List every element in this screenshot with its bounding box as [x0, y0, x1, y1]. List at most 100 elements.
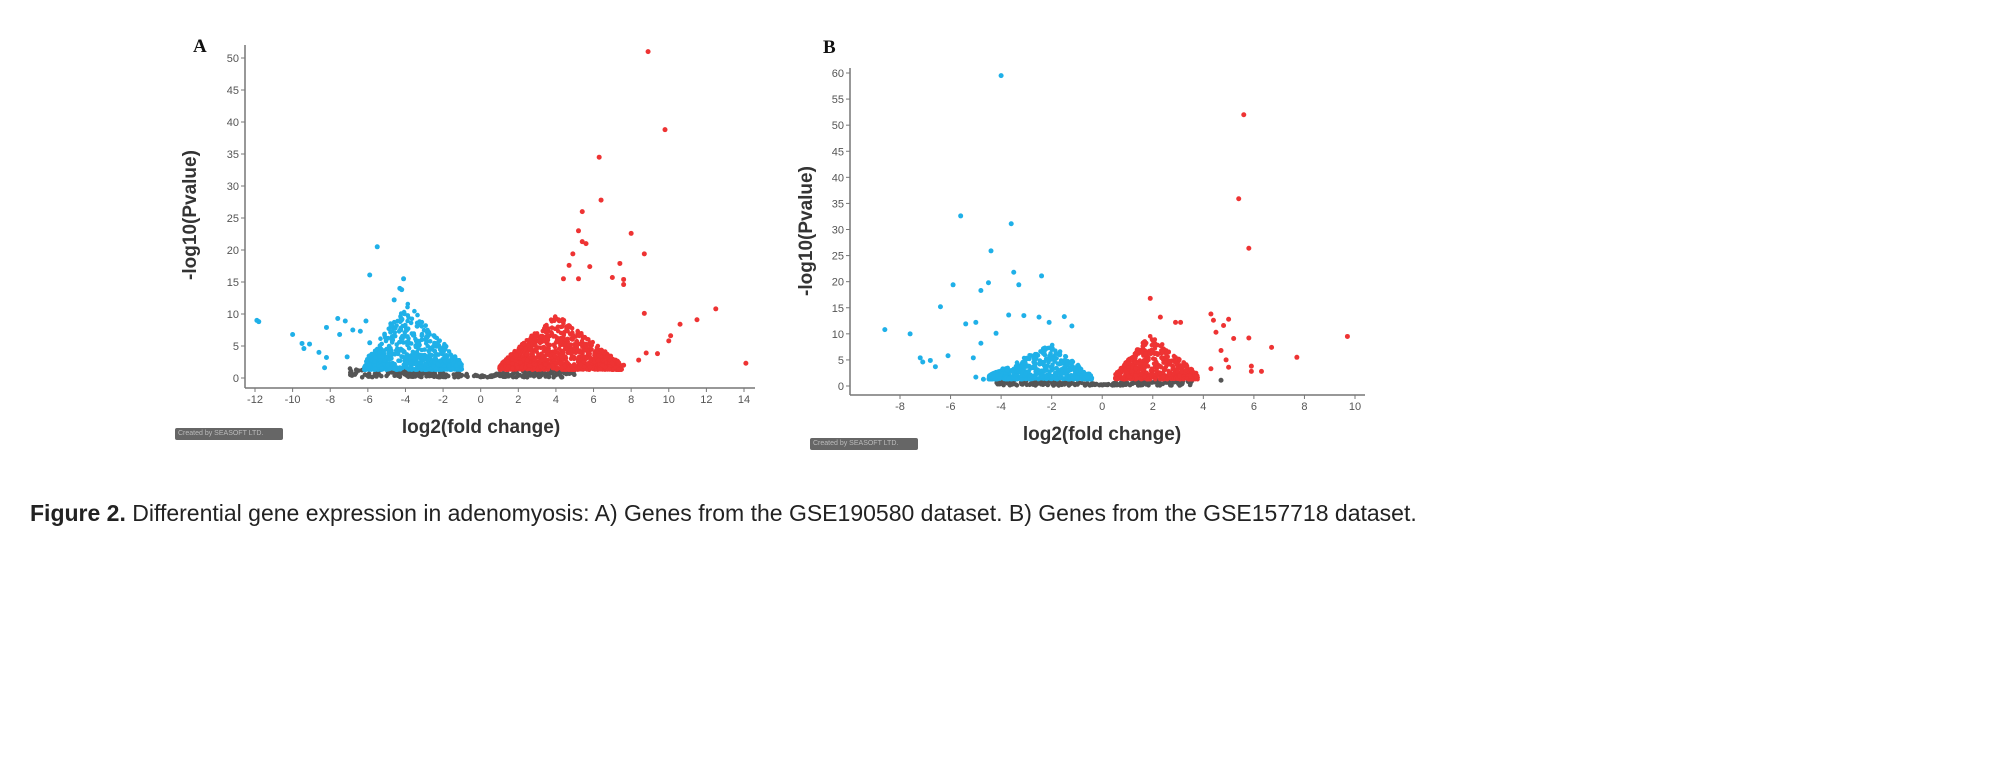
panel-label: A — [193, 36, 207, 57]
data-point — [584, 348, 590, 354]
data-point — [1028, 373, 1034, 379]
data-point — [365, 366, 371, 372]
data-point — [579, 209, 585, 215]
data-point — [1133, 355, 1138, 361]
data-point — [423, 341, 429, 346]
data-point — [567, 350, 573, 356]
data-point — [405, 334, 410, 339]
data-point — [349, 370, 354, 376]
data-point — [1164, 351, 1169, 356]
data-point — [438, 358, 443, 364]
data-point — [560, 276, 566, 282]
data-point — [666, 338, 672, 344]
data-point — [373, 348, 378, 354]
data-point — [980, 376, 986, 382]
data-point — [1081, 369, 1087, 375]
data-point — [1134, 376, 1139, 382]
data-point — [417, 319, 423, 325]
data-point — [1163, 360, 1168, 366]
data-point — [1147, 295, 1153, 301]
data-point — [510, 374, 516, 380]
data-point — [425, 327, 430, 333]
data-point — [370, 374, 375, 380]
data-point — [998, 73, 1004, 79]
data-point — [1045, 345, 1051, 351]
data-point — [347, 366, 353, 371]
data-point — [552, 314, 558, 319]
data-point — [414, 324, 420, 329]
data-point — [372, 355, 378, 360]
data-point — [1248, 368, 1254, 374]
data-point — [389, 361, 394, 367]
data-point — [316, 349, 322, 355]
data-point — [1218, 377, 1224, 383]
data-point — [363, 363, 368, 368]
data-point — [1057, 375, 1063, 381]
data-point — [555, 328, 561, 334]
x-tick-label: -2 — [1047, 401, 1057, 413]
data-point — [405, 318, 410, 324]
data-point — [386, 370, 392, 376]
data-point — [505, 359, 511, 365]
data-point — [1142, 342, 1148, 348]
data-point — [617, 260, 623, 266]
data-point — [1057, 371, 1063, 377]
data-point — [548, 330, 554, 335]
x-tick-label: -12 — [247, 394, 263, 406]
data-point — [1153, 361, 1158, 366]
data-point — [1029, 353, 1034, 358]
data-point — [1152, 357, 1158, 362]
data-point — [1041, 380, 1046, 385]
data-point — [555, 324, 561, 330]
data-point — [386, 348, 392, 353]
data-point — [973, 319, 979, 325]
x-tick-label: -8 — [325, 394, 335, 406]
caption-text: Differential gene expression in adenomyo… — [125, 500, 1417, 526]
data-point — [1054, 365, 1059, 371]
data-point — [459, 373, 465, 378]
data-point — [500, 371, 506, 376]
data-point — [1159, 355, 1164, 361]
data-point — [1037, 361, 1042, 366]
data-point — [643, 350, 649, 356]
data-point — [1013, 366, 1018, 371]
data-point — [547, 353, 553, 358]
data-point — [609, 275, 615, 281]
y-tick-label: 40 — [227, 117, 239, 129]
data-point — [545, 333, 550, 339]
data-point — [350, 327, 356, 333]
data-point — [985, 280, 991, 286]
data-point — [584, 356, 589, 361]
data-point — [1118, 366, 1124, 371]
data-point — [529, 352, 535, 357]
data-point — [400, 333, 405, 339]
data-point — [589, 347, 594, 352]
data-point — [1093, 382, 1098, 387]
data-point — [1187, 382, 1193, 388]
data-point — [550, 363, 555, 369]
data-point — [1258, 368, 1264, 374]
panel-label: B — [823, 37, 836, 58]
data-point — [621, 282, 627, 288]
data-point — [1008, 221, 1014, 227]
data-point — [1033, 369, 1038, 374]
data-point — [1223, 357, 1229, 363]
data-point — [452, 375, 457, 380]
data-point — [569, 363, 574, 369]
data-point — [549, 325, 555, 331]
y-tick-label: 40 — [832, 172, 844, 184]
data-point — [559, 365, 565, 371]
y-tick-label: 50 — [832, 120, 844, 132]
data-point — [377, 349, 382, 355]
data-point — [575, 276, 581, 282]
credit-badge-a: Created by SEASOFT LTD. — [175, 428, 283, 440]
data-point — [1181, 360, 1186, 365]
data-point — [389, 323, 395, 328]
data-point — [357, 328, 363, 334]
data-point — [1132, 380, 1138, 386]
data-point — [424, 334, 429, 340]
y-tick-label: 20 — [832, 277, 844, 289]
data-point — [323, 355, 329, 361]
data-point — [408, 355, 414, 361]
data-point — [372, 366, 378, 372]
